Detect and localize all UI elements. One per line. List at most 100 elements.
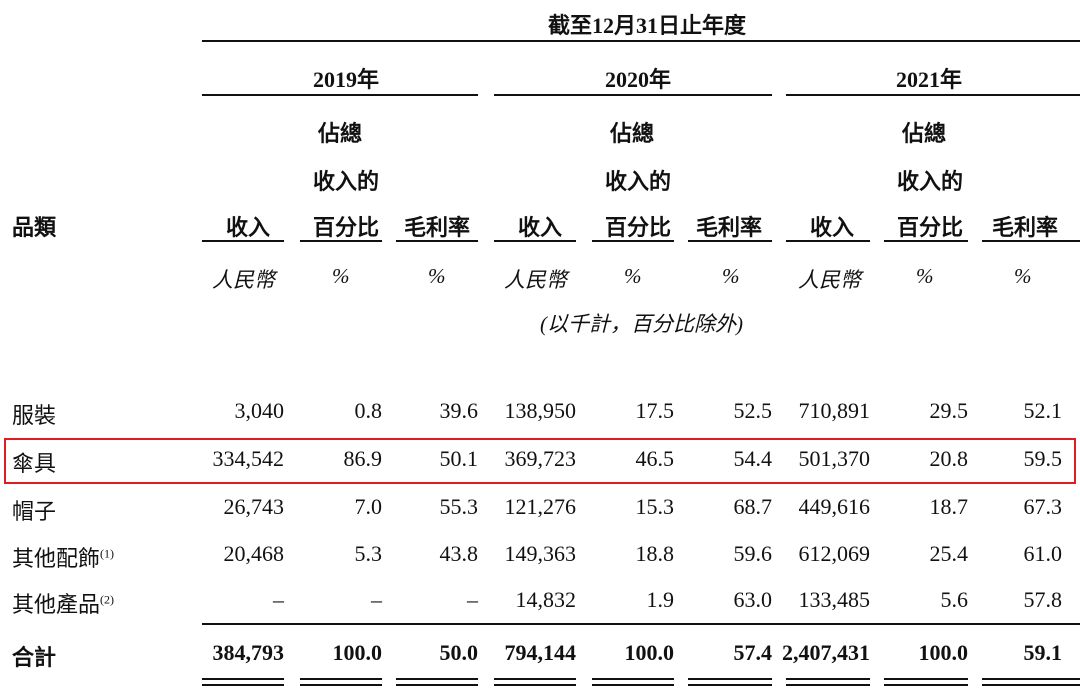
- table-cell: 20.8: [929, 446, 969, 471]
- total-double-rule: [982, 678, 1080, 680]
- rev-header-2020: 收入: [518, 215, 563, 240]
- table-cell: –: [273, 587, 284, 612]
- table-cell: 7.0: [354, 494, 383, 519]
- total-cell: 50.0: [439, 640, 479, 665]
- table-cell: 121,276: [504, 494, 577, 519]
- table-cell: 133,485: [798, 587, 871, 612]
- total-cell: 100.0: [918, 640, 969, 665]
- unit-2020-pct: %: [624, 264, 642, 288]
- col-rule: [592, 240, 674, 242]
- table-cell: 334,542: [212, 446, 285, 471]
- table-cell: 15.3: [635, 494, 675, 519]
- col-rule: [396, 240, 478, 242]
- unit-2019-pct: %: [332, 264, 350, 288]
- col-rule: [300, 240, 382, 242]
- total-double-rule: [592, 678, 674, 680]
- total-cell: 100.0: [624, 640, 675, 665]
- pct-header-2020-line1: 佔總: [610, 121, 655, 146]
- table-cell: 149,363: [504, 541, 577, 566]
- table-cell: 86.9: [343, 446, 383, 471]
- table-cell: 26,743: [223, 494, 285, 519]
- total-label: 合計: [12, 645, 57, 670]
- total-double-rule: [786, 678, 870, 680]
- table-cell: 0.8: [354, 398, 383, 423]
- year-2021: 2021年: [896, 67, 963, 92]
- table-cell: 59.6: [733, 541, 773, 566]
- margin-header-2021: 毛利率: [992, 215, 1059, 240]
- total-cell: 2,407,431: [782, 640, 870, 665]
- pct-header-2021-line3: 百分比: [897, 215, 964, 240]
- total-double-rule: [688, 678, 772, 680]
- row-label: 傘具: [12, 446, 56, 478]
- total-double-rule: [300, 678, 382, 680]
- table-cell: 1.9: [646, 587, 675, 612]
- table-cell: 29.5: [929, 398, 969, 423]
- table-cell: 138,950: [504, 398, 577, 423]
- table-cell: 54.4: [733, 446, 773, 471]
- total-cell: 59.1: [1023, 640, 1063, 665]
- total-double-rule: [494, 678, 576, 680]
- table-cell: 18.8: [635, 541, 675, 566]
- year-2020: 2020年: [605, 67, 672, 92]
- total-double-rule: [396, 678, 478, 680]
- row-label: 帽子: [12, 494, 56, 526]
- table-cell: 68.7: [733, 494, 773, 519]
- row-label-text: 傘具: [12, 451, 57, 476]
- total-double-rule: [884, 684, 968, 686]
- year-rule-2021: [786, 94, 1080, 96]
- rev-header-2021: 收入: [810, 215, 855, 240]
- unit-2021-pct: %: [916, 264, 934, 288]
- margin-header-2020: 毛利率: [696, 215, 763, 240]
- table-cell: 61.0: [1023, 541, 1063, 566]
- col-rule: [494, 240, 576, 242]
- unit-2019-margin: %: [428, 264, 446, 288]
- table-cell: 18.7: [929, 494, 969, 519]
- period-header: 截至12月31日止年度: [548, 13, 747, 38]
- table-cell: 14,832: [515, 587, 577, 612]
- table-cell: 369,723: [504, 446, 577, 471]
- table-cell: 55.3: [439, 494, 479, 519]
- col-rule: [982, 240, 1080, 242]
- year-2019: 2019年: [313, 67, 380, 92]
- table-cell: 67.3: [1023, 494, 1063, 519]
- pct-header-2021-line1: 佔總: [902, 121, 947, 146]
- table-cell: 50.1: [439, 446, 479, 471]
- table-cell: 17.5: [635, 398, 675, 423]
- table-cell: 57.8: [1023, 587, 1063, 612]
- total-double-rule: [300, 684, 382, 686]
- subtotal-rule: [202, 623, 1080, 625]
- total-double-rule: [592, 684, 674, 686]
- total-double-rule: [786, 684, 870, 686]
- row-label: 其他配飾(1): [12, 541, 114, 573]
- table-cell: 449,616: [798, 494, 871, 519]
- pct-header-2019-line1: 佔總: [318, 121, 363, 146]
- total-double-rule: [396, 684, 478, 686]
- total-double-rule: [202, 684, 284, 686]
- period-rule: [202, 40, 1080, 42]
- table-cell: 43.8: [439, 541, 479, 566]
- table-cell: 52.5: [733, 398, 773, 423]
- table-cell: 501,370: [798, 446, 871, 471]
- total-double-rule: [494, 684, 576, 686]
- footnote-marker: (1): [100, 546, 115, 561]
- highlight-box: [4, 438, 1076, 484]
- pct-header-2021-line2: 收入的: [897, 169, 964, 194]
- total-cell: 384,793: [212, 640, 285, 665]
- row-label: 服裝: [12, 398, 56, 430]
- table-cell: 52.1: [1023, 398, 1063, 423]
- pct-header-2019-line2: 收入的: [313, 169, 380, 194]
- total-double-rule: [688, 684, 772, 686]
- total-double-rule: [884, 678, 968, 680]
- year-rule-2019: [202, 94, 478, 96]
- unit-2020-rev: 人民幣: [504, 268, 567, 292]
- table-cell: 710,891: [798, 398, 871, 423]
- pct-header-2019-line3: 百分比: [313, 215, 380, 240]
- table-cell: –: [371, 587, 382, 612]
- table-cell: 5.6: [940, 587, 969, 612]
- total-cell: 100.0: [332, 640, 383, 665]
- total-cell: 57.4: [733, 640, 773, 665]
- table-cell: –: [467, 587, 478, 612]
- unit-2020-margin: %: [722, 264, 740, 288]
- footnote-marker: (2): [100, 592, 115, 607]
- table-cell: 612,069: [798, 541, 871, 566]
